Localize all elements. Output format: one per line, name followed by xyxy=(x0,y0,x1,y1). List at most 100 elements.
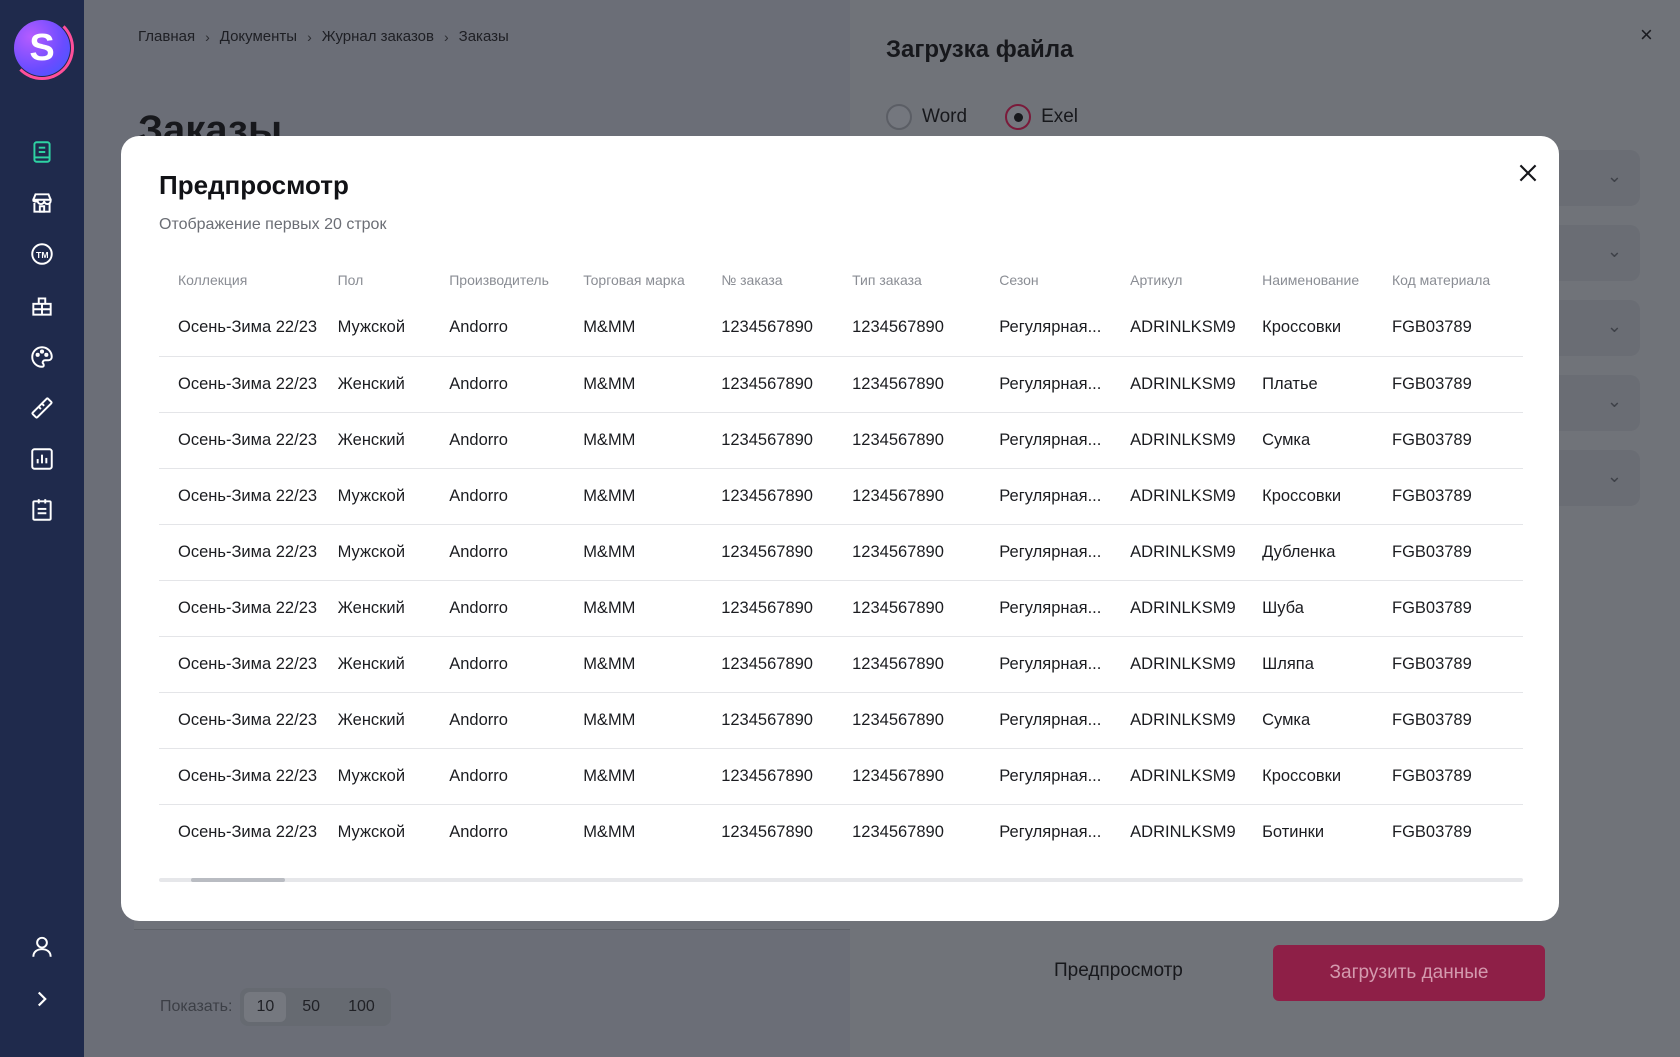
table-cell: FGB03789 xyxy=(1391,300,1523,357)
table-cell: Мужской xyxy=(337,822,406,841)
table-cell: Мужской xyxy=(337,300,450,357)
table-row[interactable]: Осень-Зима 22/23 Мужской Andorro M&MM 123456… xyxy=(159,748,1523,805)
table-row[interactable]: Осень-Зима 22/23 Женский Andorro M&MM 123456… xyxy=(159,692,1523,749)
table-cell: 1234567890 xyxy=(721,300,853,357)
table-cell: 1234567890 xyxy=(721,636,853,693)
load-data-button[interactable]: Загрузить данные xyxy=(1273,945,1545,1001)
breadcrumb-item[interactable]: Документы xyxy=(219,28,298,45)
chart-icon[interactable] xyxy=(28,445,56,473)
column-header: Наименование xyxy=(1262,272,1360,288)
app-logo[interactable]: S xyxy=(14,20,70,76)
table-row[interactable]: Осень-Зима 22/23 Женский Andorro M&MM 123456… xyxy=(159,356,1523,413)
column-header: Код материала xyxy=(1391,272,1491,288)
table-cell: Кроссовки xyxy=(1262,300,1392,357)
table-cell: Регулярная... xyxy=(999,412,1131,469)
table-row[interactable]: Осень-Зима 22/23 Женский Andorro M&MM 123456… xyxy=(159,636,1523,693)
table-cell: 1234567890 xyxy=(721,524,853,581)
preview-button[interactable]: Предпросмотр xyxy=(1054,960,1183,981)
table-cell: FGB03789 xyxy=(1391,524,1523,581)
close-icon[interactable]: × xyxy=(1640,22,1653,47)
page-size-option[interactable]: 50 xyxy=(302,998,321,1015)
column-header: Пол xyxy=(337,272,364,288)
table-row[interactable]: Осень-Зима 22/23 Мужской Andorro M&MM 123456… xyxy=(159,300,1523,357)
preview-table: Коллекция Пол Производитель Торговая марка №… xyxy=(159,260,1523,860)
box-icon[interactable] xyxy=(28,292,56,320)
table-cell: 1234567890 xyxy=(721,412,853,469)
column-header: Артикул xyxy=(1130,272,1183,288)
table-cell: Осень-Зима 22/23 xyxy=(159,748,338,805)
table-cell: FGB03789 xyxy=(1391,356,1523,413)
breadcrumb-item[interactable]: Журнал заказов xyxy=(321,28,434,45)
table-cell: M&MM xyxy=(583,524,722,581)
radio-circle xyxy=(1005,104,1032,130)
table-cell: Женский xyxy=(337,636,450,693)
table-cell: 1234567890 xyxy=(721,822,813,841)
table-row[interactable]: Осень-Зима 22/23 Мужской Andorro M&MM 123456… xyxy=(159,524,1523,581)
table-row[interactable]: Осень-Зима 22/23 Женский Andorro M&MM 123456… xyxy=(159,580,1523,637)
sidebar: S TM xyxy=(0,0,84,1057)
table-cell: 1234567890 xyxy=(852,356,1000,413)
table-cell: Мужской xyxy=(337,524,450,581)
table-cell: Andorro xyxy=(449,356,584,413)
table-cell: 1234567890 xyxy=(852,580,1000,637)
table-cell: 1234567890 xyxy=(852,636,1000,693)
chevron-down-icon: ⌄ xyxy=(1606,316,1622,336)
report-icon[interactable] xyxy=(28,496,56,524)
horizontal-scrollbar[interactable] xyxy=(159,878,1523,882)
radio-label: Exel xyxy=(1041,106,1079,127)
table-cell: ADRINLKSM9 xyxy=(1130,356,1263,413)
table-cell: Осень-Зима 22/23 xyxy=(159,524,338,581)
table-cell: FGB03789 xyxy=(1391,822,1472,841)
table-cell: Andorro xyxy=(449,524,584,581)
table-cell: M&MM xyxy=(583,468,722,525)
user-icon[interactable] xyxy=(28,933,56,961)
table-row[interactable]: Осень-Зима 22/23 Женский Andorro M&MM 123456… xyxy=(159,412,1523,469)
column-header: Коллекция xyxy=(178,272,248,288)
table-cell: ADRINLKSM9 xyxy=(1130,692,1263,749)
table-cell: Andorro xyxy=(449,636,584,693)
format-radio-group: Word Exel xyxy=(886,104,1078,130)
column-header: Сезон xyxy=(999,272,1039,288)
column-header: № заказа xyxy=(721,272,783,288)
store-icon[interactable] xyxy=(28,189,56,217)
scrollbar-thumb[interactable] xyxy=(191,878,285,882)
table-cell: Andorro xyxy=(449,300,584,357)
ruler-icon[interactable] xyxy=(28,394,56,422)
table-cell: Осень-Зима 22/23 xyxy=(159,300,338,357)
table-cell: Осень-Зима 22/23 xyxy=(178,822,318,841)
close-icon[interactable] xyxy=(1515,160,1541,186)
chevron-right-icon: › xyxy=(307,28,312,45)
table-cell: Женский xyxy=(337,580,450,637)
table-cell: Andorro xyxy=(449,822,508,841)
table-cell: M&MM xyxy=(583,300,722,357)
table-cell: Регулярная... xyxy=(999,822,1102,841)
page-size-option[interactable]: 100 xyxy=(348,998,375,1015)
table-cell: Регулярная... xyxy=(999,636,1131,693)
table-cell: Осень-Зима 22/23 xyxy=(159,692,338,749)
table-cell: Сумка xyxy=(1262,412,1392,469)
column-header: Торговая марка xyxy=(583,272,685,288)
table-cell: ADRINLKSM9 xyxy=(1130,636,1263,693)
table-row[interactable]: Осень-Зима 22/23 Мужской Andorro M&MM 123456… xyxy=(159,804,1523,860)
table-cell: Andorro xyxy=(449,412,584,469)
table-row[interactable]: Осень-Зима 22/23 Мужской Andorro M&MM 123456… xyxy=(159,468,1523,525)
chevron-down-icon: ⌄ xyxy=(1606,466,1622,486)
table-cell: ADRINLKSM9 xyxy=(1130,468,1263,525)
format-excel-radio[interactable]: Exel xyxy=(1005,104,1078,130)
trademark-icon[interactable]: TM xyxy=(28,240,56,268)
breadcrumb-item[interactable]: Главная xyxy=(138,28,196,45)
table-cell: ADRINLKSM9 xyxy=(1130,580,1263,637)
table-cell: Женский xyxy=(337,692,450,749)
chevron-right-icon: › xyxy=(205,28,210,45)
page-size-option[interactable]: 10 xyxy=(244,992,287,1022)
book-icon[interactable] xyxy=(28,138,56,166)
breadcrumb-item[interactable]: Заказы xyxy=(458,28,509,45)
table-cell: Сумка xyxy=(1262,692,1392,749)
format-word-radio[interactable]: Word xyxy=(886,104,967,130)
palette-icon[interactable] xyxy=(28,343,56,371)
table-cell: Ботинки xyxy=(1262,822,1325,841)
table-cell: Andorro xyxy=(449,580,584,637)
table-cell: 1234567890 xyxy=(852,524,1000,581)
expand-icon[interactable] xyxy=(28,985,56,1013)
table-cell: 1234567890 xyxy=(852,822,944,841)
